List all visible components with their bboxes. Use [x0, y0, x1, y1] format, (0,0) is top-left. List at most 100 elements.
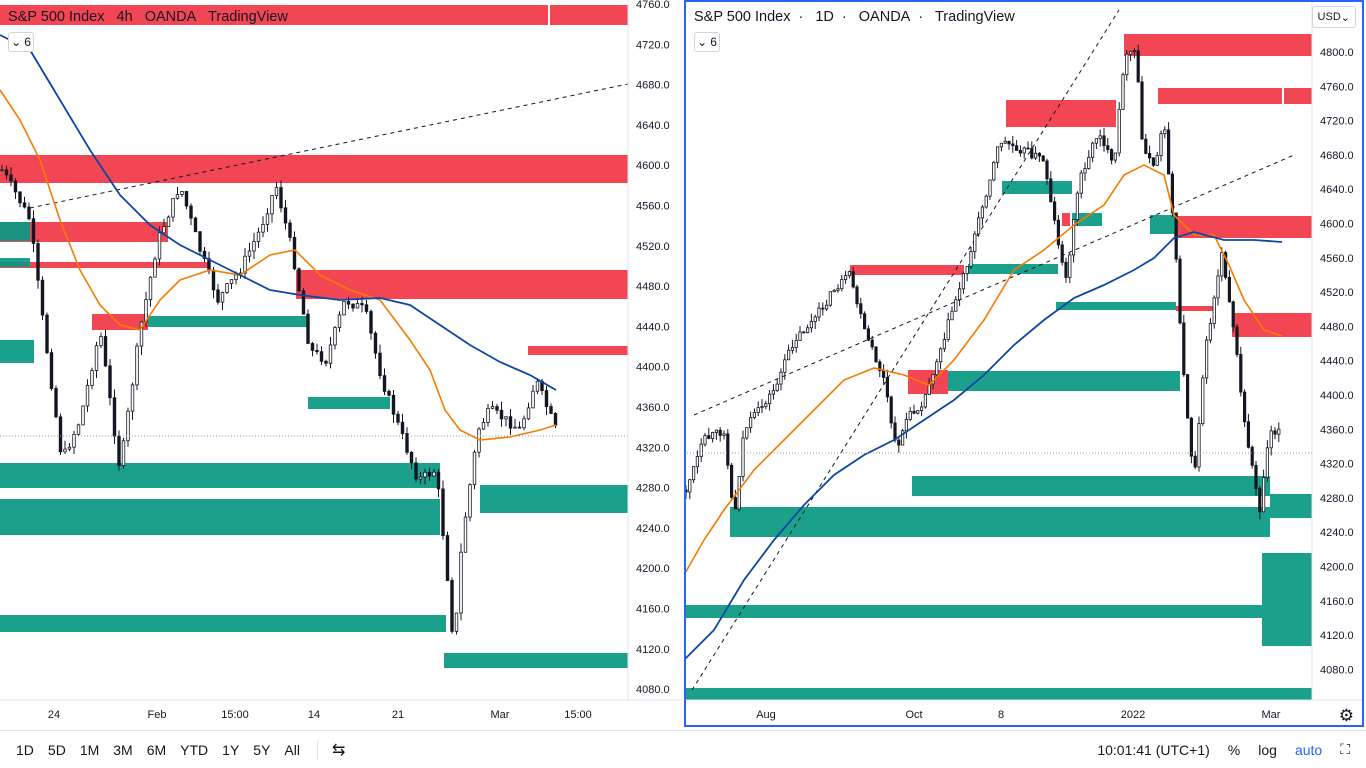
price-axis-label: 4120.0 [1320, 630, 1354, 642]
percent-toggle[interactable]: % [1227, 741, 1241, 758]
candle-body [999, 142, 1004, 148]
candle-body [450, 580, 454, 632]
candle-body [1163, 129, 1167, 135]
right-chart-pane[interactable]: 4800.0 4760.0 4720.0 4680.0 4640.0 4600.0 4560… [684, 0, 1366, 730]
candle-body [730, 464, 734, 498]
price-axis-label: 4720.0 [636, 39, 670, 51]
candle-body [919, 406, 924, 411]
timeframe-1m[interactable]: 1M [79, 741, 100, 758]
price-axis-label: 4640.0 [636, 120, 670, 132]
candle-body [193, 217, 198, 233]
supply-zone [92, 314, 148, 330]
time-axis-label: Aug [756, 709, 776, 721]
candle-body [691, 466, 696, 481]
supply-zone [1174, 216, 1312, 238]
left-chart-canvas[interactable]: 4760.0 4720.0 4680.0 4640.0 4600.0 4560.0 4520… [0, 0, 684, 730]
currency-selector[interactable]: USD ⌄ [1311, 6, 1356, 28]
expand-icon[interactable]: ⛶ [1340, 741, 1350, 757]
candle-body [148, 276, 153, 300]
candle-body [878, 361, 882, 372]
candle-body [58, 416, 63, 453]
candle-body [121, 440, 126, 466]
supply-zone [1006, 100, 1116, 127]
price-axis-label: 4760.0 [636, 0, 670, 11]
timeframe-1d[interactable]: 1D [16, 741, 34, 758]
demand-zone [1002, 181, 1072, 194]
candle-body [798, 331, 802, 341]
indicators-toggle[interactable]: ⌄ 6 [8, 32, 34, 52]
candle-body [283, 207, 288, 224]
candle-body [49, 352, 54, 389]
settings-gear-icon[interactable]: ⚙ [1338, 706, 1354, 725]
supply-zone [0, 262, 210, 268]
legend-source: OANDA [858, 9, 911, 25]
candle-body [418, 476, 423, 480]
candle-body [1216, 275, 1220, 299]
candle-body [783, 359, 787, 373]
auto-scale-toggle[interactable]: auto [1294, 741, 1323, 758]
timeframe-all[interactable]: All [284, 741, 300, 758]
compare-icon[interactable]: ⇆ [331, 741, 346, 759]
candle-body [973, 233, 977, 252]
candle-body [923, 394, 927, 408]
candle-body [522, 418, 526, 429]
candle-body [976, 217, 981, 235]
right-toolbar-group: 10:01:41 (UTC+1) % log auto ⛶ [1097, 731, 1350, 768]
candle-body [549, 406, 553, 414]
candle-body [378, 352, 382, 377]
candle-body [806, 327, 810, 333]
trendline [691, 9, 1120, 691]
candle-body [315, 350, 319, 353]
candle-body [472, 451, 477, 486]
log-toggle[interactable]: log [1258, 741, 1277, 758]
right-chart-canvas[interactable]: 4800.0 4760.0 4720.0 4680.0 4640.0 4600.0 4560… [684, 0, 1366, 730]
candle-body [481, 422, 486, 430]
candle-body [310, 343, 315, 351]
candle-body [517, 426, 522, 429]
indicators-toggle[interactable]: ⌄ 6 [694, 32, 720, 52]
timeframe-5y[interactable]: 5Y [253, 741, 271, 758]
candle-body [1178, 258, 1182, 324]
candle-body [794, 339, 798, 348]
candle-body [836, 288, 840, 291]
candle-body [733, 497, 738, 510]
candle-body [893, 422, 897, 441]
candle-body [855, 286, 859, 305]
candle-body [813, 316, 817, 322]
candle-body [745, 427, 749, 439]
supply-zone [1158, 88, 1282, 104]
candle-body [1205, 339, 1209, 379]
candle-body [961, 273, 966, 290]
candle-body [63, 448, 67, 453]
candle-body [1231, 301, 1235, 328]
candle-body [13, 180, 18, 193]
candle-body [4, 169, 9, 176]
candle-body [847, 271, 851, 277]
timeframe-3m[interactable]: 3M [113, 741, 133, 758]
supply-zone [1284, 88, 1312, 104]
candle-body [1087, 156, 1091, 169]
candle-body [94, 345, 99, 371]
clock-display[interactable]: 10:01:41 (UTC+1) [1097, 741, 1210, 758]
candle-body [31, 218, 36, 244]
candle-body [1083, 168, 1087, 174]
candle-body [1125, 53, 1129, 76]
candle-body [1098, 135, 1102, 140]
demand-zone [0, 222, 30, 241]
time-axis-label: Oct [905, 709, 922, 721]
candle-body [180, 191, 184, 195]
timeframe-6m[interactable]: 6M [146, 741, 167, 758]
candle-body [1109, 149, 1114, 161]
price-axis-label: 4120.0 [636, 644, 670, 656]
candle-body [130, 384, 135, 412]
timeframe-1y[interactable]: 1Y [222, 741, 240, 758]
time-axis-label: 8 [998, 709, 1004, 721]
candle-body [1071, 219, 1076, 256]
trendline [29, 83, 629, 209]
candle-body [526, 407, 531, 420]
timeframe-5d[interactable]: 5D [47, 741, 66, 758]
candle-body [76, 424, 81, 435]
candle-body [1132, 50, 1137, 53]
left-chart-pane[interactable]: 4760.0 4720.0 4680.0 4640.0 4600.0 4560.0 4520… [0, 0, 684, 730]
timeframe-ytd[interactable]: YTD [180, 741, 209, 758]
